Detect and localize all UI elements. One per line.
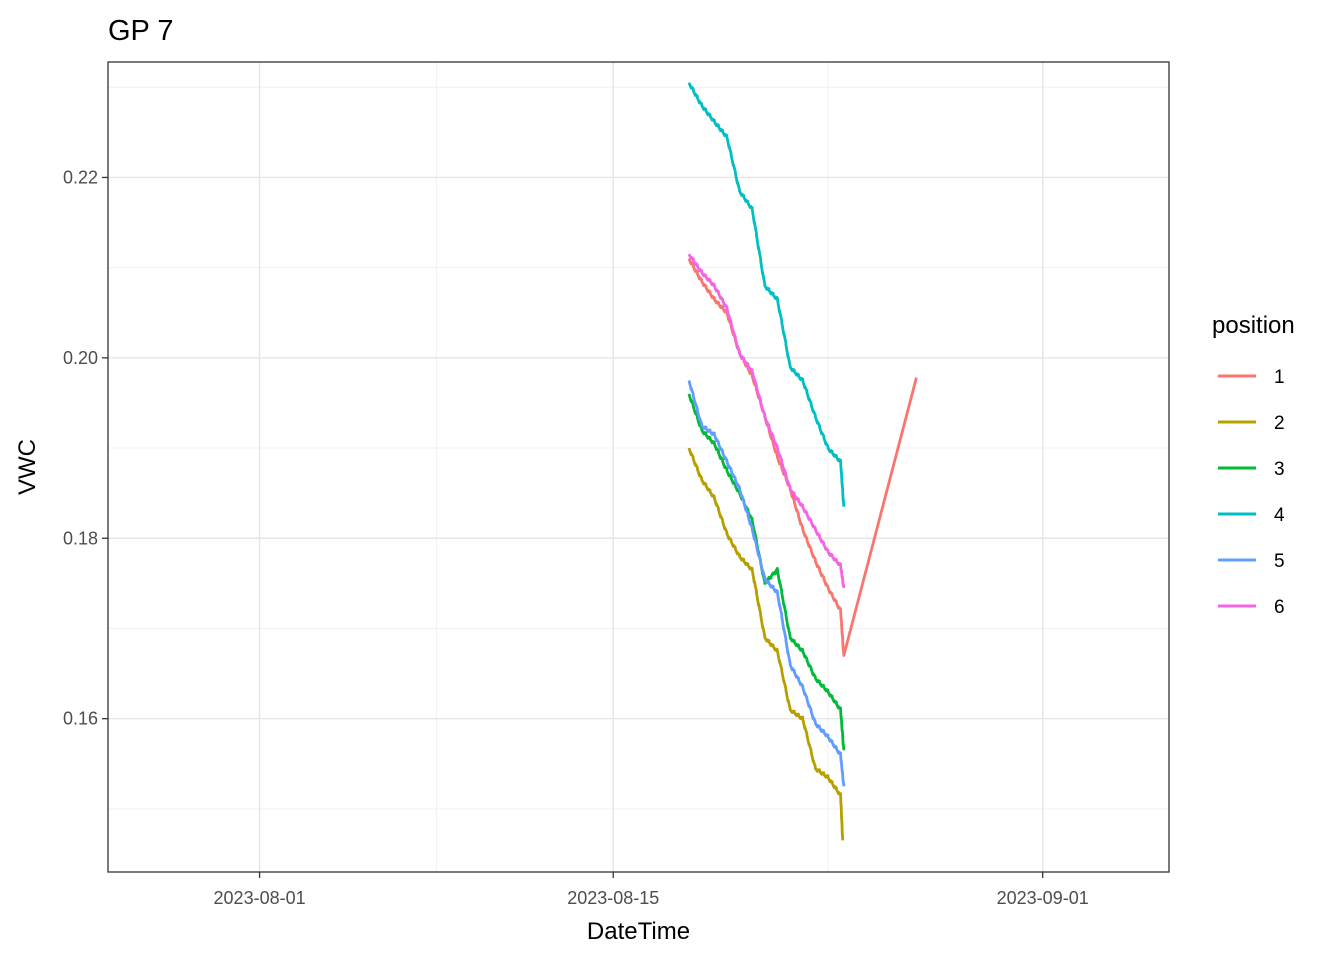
x-axis-title: DateTime [587,918,690,945]
panel-border [107,61,1170,873]
y-tick-label: 0.18 [63,528,98,548]
series-line-3 [687,393,846,751]
axes: 2023-08-01 2023-08-15 2023-09-01 0.16 0.18 0.… [63,167,1089,908]
y-axis-title: VWC [14,439,41,495]
x-tick-label: 2023-09-01 [997,888,1089,908]
series-line-6 [687,253,846,588]
legend-label-1: 1 [1274,367,1285,388]
y-tick-label: 0.16 [63,709,98,729]
series-lines [687,82,918,841]
series-line-4 [687,82,846,507]
legend-label-2: 2 [1274,413,1285,434]
x-tick-label: 2023-08-15 [567,888,659,908]
y-tick-label: 0.22 [63,167,98,187]
legend-label-4: 4 [1274,505,1285,526]
x-tick-label: 2023-08-01 [214,888,306,908]
series-line-5 [687,380,846,787]
legend-label-3: 3 [1274,459,1285,480]
series-line-1 [687,258,918,657]
chart-title: GP 7 [108,15,174,47]
legend: position 1 2 3 4 5 6 [1212,312,1295,618]
legend-label-6: 6 [1274,597,1285,618]
grid-lines [108,62,1169,872]
y-tick-label: 0.20 [63,348,98,368]
series-line-2 [687,447,845,841]
legend-items: 1 2 3 4 5 6 [1218,367,1285,618]
legend-label-5: 5 [1274,551,1285,572]
legend-title: position [1212,312,1295,339]
